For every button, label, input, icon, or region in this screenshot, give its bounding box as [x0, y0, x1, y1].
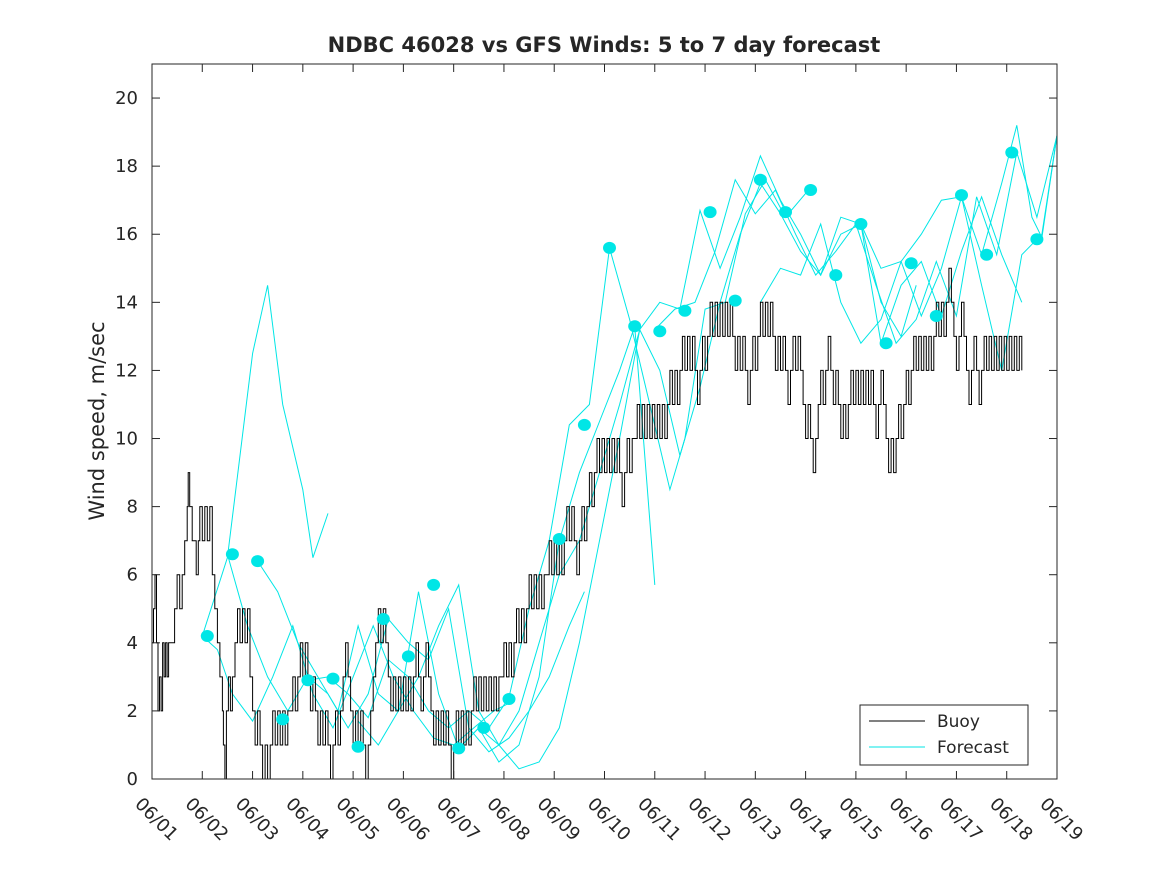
- forecast-marker-12: [502, 693, 516, 705]
- forecast-marker-9: [427, 578, 441, 591]
- forecast-marker-14: [577, 418, 591, 431]
- forecast-marker-32: [1030, 233, 1044, 246]
- y-tick-label: 12: [115, 360, 138, 381]
- x-tick-label: 06/11: [633, 794, 685, 846]
- x-tick-label: 06/02: [181, 794, 233, 846]
- forecast-marker-11: [477, 721, 491, 734]
- y-tick-label: 2: [127, 701, 138, 722]
- legend-box: [859, 704, 1029, 766]
- y-tick-label: 10: [115, 429, 138, 450]
- plot-frame: [151, 63, 1058, 780]
- series-layer: [152, 125, 1057, 779]
- forecast-marker-20: [728, 294, 742, 307]
- x-tick-label: 06/15: [834, 794, 886, 846]
- y-tick-label: 6: [127, 565, 138, 586]
- legend-label-buoy: Buoy: [937, 712, 980, 732]
- forecast-marker-23: [804, 184, 818, 196]
- forecast-marker-25: [854, 218, 868, 230]
- forecast-marker-26: [879, 337, 893, 350]
- buoy-line: [152, 267, 1023, 779]
- x-tick-label: 06/06: [382, 794, 434, 846]
- x-tick-label: 06/19: [1035, 794, 1087, 846]
- y-axis-label: Wind speed, m/sec: [85, 321, 109, 520]
- x-tick-label: 06/14: [784, 794, 836, 846]
- forecast-marker-22: [779, 206, 792, 219]
- y-tick-label: 18: [115, 156, 138, 177]
- forecast-marker-7: [376, 613, 390, 625]
- forecast-marker-5: [326, 672, 340, 685]
- forecast-marker-28: [929, 310, 943, 322]
- plot-area: [152, 64, 1057, 779]
- forecast-marker-3: [276, 713, 290, 726]
- forecast-marker-8: [401, 650, 415, 663]
- forecast-marker-30: [980, 248, 994, 261]
- forecast-marker-4: [301, 674, 315, 687]
- x-tick-label: 06/12: [684, 794, 736, 846]
- forecast-marker-0: [200, 630, 214, 642]
- forecast-marker-21: [753, 173, 767, 186]
- forecast-marker-6: [351, 740, 365, 753]
- x-tick-label: 06/01: [130, 794, 182, 846]
- forecast-marker-19: [703, 206, 717, 219]
- plot-content: [152, 125, 1057, 779]
- x-tick-label: 06/13: [734, 794, 786, 846]
- y-tick-label: 4: [127, 633, 138, 654]
- x-tick-label: 06/16: [885, 794, 937, 846]
- forecast-marker-2: [251, 555, 265, 568]
- x-tick-label: 06/04: [281, 794, 333, 846]
- y-tick-label: 14: [115, 292, 138, 313]
- forecast-marker-10: [452, 742, 466, 755]
- y-tick-label: 16: [115, 224, 138, 245]
- y-tick-label: 8: [127, 497, 138, 518]
- forecast-marker-1: [225, 548, 239, 561]
- forecast-line-4: [307, 178, 806, 729]
- chart-title: NDBC 46028 vs GFS Winds: 5 to 7 day fore…: [328, 33, 881, 57]
- forecast-marker-29: [955, 189, 968, 202]
- legend-label-forecast: Forecast: [937, 738, 1009, 758]
- forecast-marker-16: [628, 320, 642, 333]
- x-tick-label: 06/07: [432, 794, 484, 846]
- x-tick-label: 06/03: [231, 794, 283, 846]
- x-tick-label: 06/18: [985, 794, 1037, 846]
- legend: Buoy Forecast: [859, 704, 1029, 766]
- y-tick-label: 0: [127, 769, 138, 790]
- forecast-line-0: [201, 285, 329, 637]
- forecast-marker-17: [653, 325, 667, 338]
- y-tick-label: 20: [115, 88, 138, 109]
- x-tick-label: 06/08: [482, 794, 534, 846]
- forecast-line-9: [860, 125, 1057, 269]
- forecast-marker-15: [603, 241, 616, 254]
- forecast-marker-24: [829, 269, 843, 282]
- forecast-marker-18: [678, 304, 692, 317]
- forecast-marker-27: [904, 257, 918, 270]
- x-tick-label: 06/09: [533, 794, 585, 846]
- x-tick-label: 06/10: [583, 794, 635, 846]
- forecast-line-6: [458, 154, 1023, 749]
- x-tick-label: 06/05: [332, 794, 384, 846]
- forecast-line-1: [201, 624, 515, 746]
- forecast-marker-13: [552, 533, 566, 545]
- x-tick-label: 06/17: [935, 794, 987, 846]
- forecast-marker-31: [1005, 146, 1019, 159]
- forecast-line-8: [759, 135, 1057, 371]
